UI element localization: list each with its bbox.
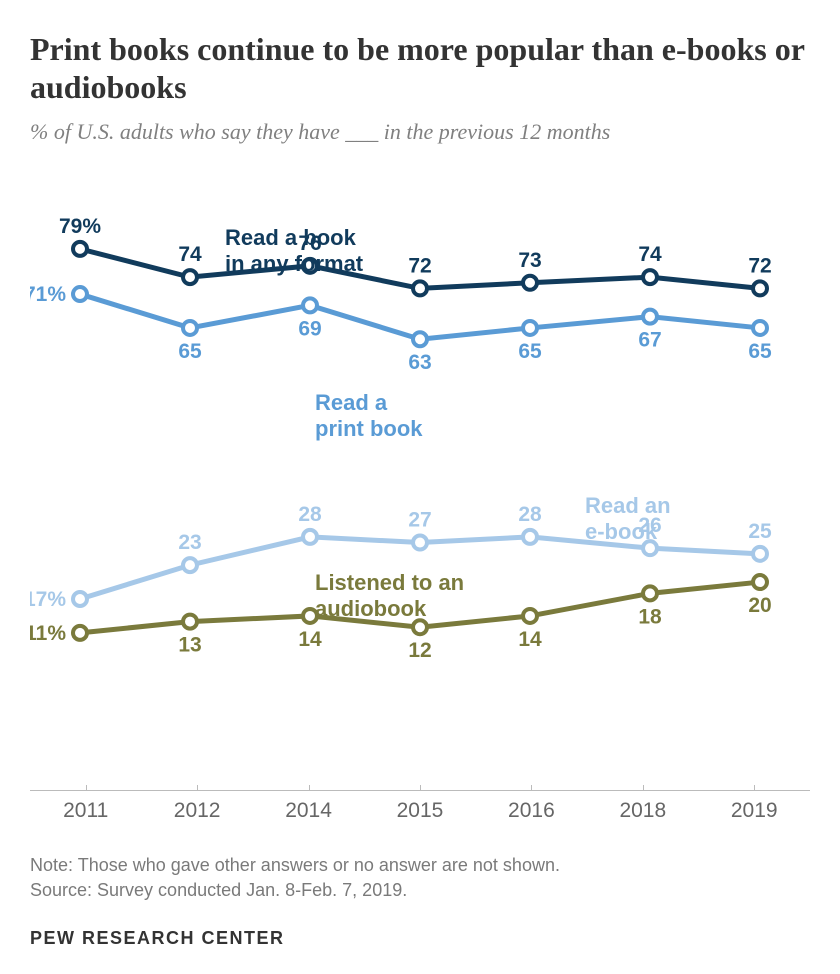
data-label: 71% bbox=[30, 283, 66, 306]
data-point bbox=[753, 575, 767, 589]
data-point bbox=[753, 547, 767, 561]
data-label: 79% bbox=[59, 215, 101, 238]
data-point bbox=[183, 558, 197, 572]
data-label: 65 bbox=[178, 340, 202, 363]
data-point bbox=[183, 270, 197, 284]
data-point bbox=[303, 298, 317, 312]
series-label-print: Read a bbox=[315, 390, 388, 415]
x-axis-label: 2011 bbox=[30, 799, 141, 823]
data-label: 28 bbox=[298, 503, 322, 526]
data-point bbox=[523, 276, 537, 290]
data-label: 67 bbox=[638, 328, 661, 351]
x-axis-label: 2019 bbox=[699, 799, 810, 823]
data-label: 72 bbox=[408, 254, 431, 277]
series-label-print: print book bbox=[315, 416, 423, 441]
data-point bbox=[643, 309, 657, 323]
x-axis-label: 2015 bbox=[364, 799, 475, 823]
data-label: 72 bbox=[748, 254, 771, 277]
data-label: 74 bbox=[638, 243, 662, 266]
data-point bbox=[643, 270, 657, 284]
data-label: 63 bbox=[408, 351, 431, 374]
data-label: 23 bbox=[178, 531, 201, 554]
chart-subtitle: % of U.S. adults who say they have ___ i… bbox=[30, 119, 810, 145]
x-axis: 2011201220142015201620182019 bbox=[30, 790, 810, 823]
chart-area: 79%74767273747271%65696365676517%2328272… bbox=[30, 195, 810, 755]
series-label-audiobook: Listened to an bbox=[315, 570, 464, 595]
data-point bbox=[753, 281, 767, 295]
data-label: 25 bbox=[748, 520, 772, 543]
data-label: 73 bbox=[518, 249, 541, 272]
x-axis-label: 2016 bbox=[476, 799, 587, 823]
data-point bbox=[413, 281, 427, 295]
chart-title: Print books continue to be more popular … bbox=[30, 30, 810, 107]
chart-source: Source: Survey conducted Jan. 8-Feb. 7, … bbox=[30, 878, 810, 903]
data-point bbox=[643, 586, 657, 600]
data-label: 18 bbox=[638, 605, 662, 628]
series-label-audiobook: audiobook bbox=[315, 596, 427, 621]
series-label-any_format: in any format bbox=[225, 251, 364, 276]
data-label: 11% bbox=[30, 622, 66, 645]
data-label: 17% bbox=[30, 588, 66, 611]
series-label-any_format: Read a book bbox=[225, 225, 357, 250]
data-point bbox=[73, 626, 87, 640]
data-point bbox=[413, 332, 427, 346]
line-chart-svg: 79%74767273747271%65696365676517%2328272… bbox=[30, 195, 810, 715]
data-point bbox=[303, 530, 317, 544]
data-point bbox=[753, 321, 767, 335]
data-label: 65 bbox=[518, 340, 542, 363]
attribution: PEW RESEARCH CENTER bbox=[30, 928, 810, 949]
data-label: 12 bbox=[408, 639, 431, 662]
data-label: 14 bbox=[518, 628, 542, 651]
data-label: 13 bbox=[178, 633, 201, 656]
x-axis-label: 2018 bbox=[587, 799, 698, 823]
data-label: 20 bbox=[748, 594, 771, 617]
data-label: 74 bbox=[178, 243, 202, 266]
data-point bbox=[523, 609, 537, 623]
data-point bbox=[73, 242, 87, 256]
data-point bbox=[183, 321, 197, 335]
data-point bbox=[523, 530, 537, 544]
data-point bbox=[73, 592, 87, 606]
chart-note: Note: Those who gave other answers or no… bbox=[30, 853, 810, 878]
data-point bbox=[73, 287, 87, 301]
data-point bbox=[413, 535, 427, 549]
data-point bbox=[183, 614, 197, 628]
data-label: 65 bbox=[748, 340, 772, 363]
x-axis-label: 2014 bbox=[253, 799, 364, 823]
data-label: 27 bbox=[408, 508, 431, 531]
data-label: 28 bbox=[518, 503, 542, 526]
data-point bbox=[413, 620, 427, 634]
series-label-ebook: Read an bbox=[585, 493, 671, 518]
data-point bbox=[523, 321, 537, 335]
data-label: 69 bbox=[298, 317, 321, 340]
series-label-ebook: e-book bbox=[585, 519, 658, 544]
x-axis-label: 2012 bbox=[141, 799, 252, 823]
data-label: 14 bbox=[298, 628, 322, 651]
